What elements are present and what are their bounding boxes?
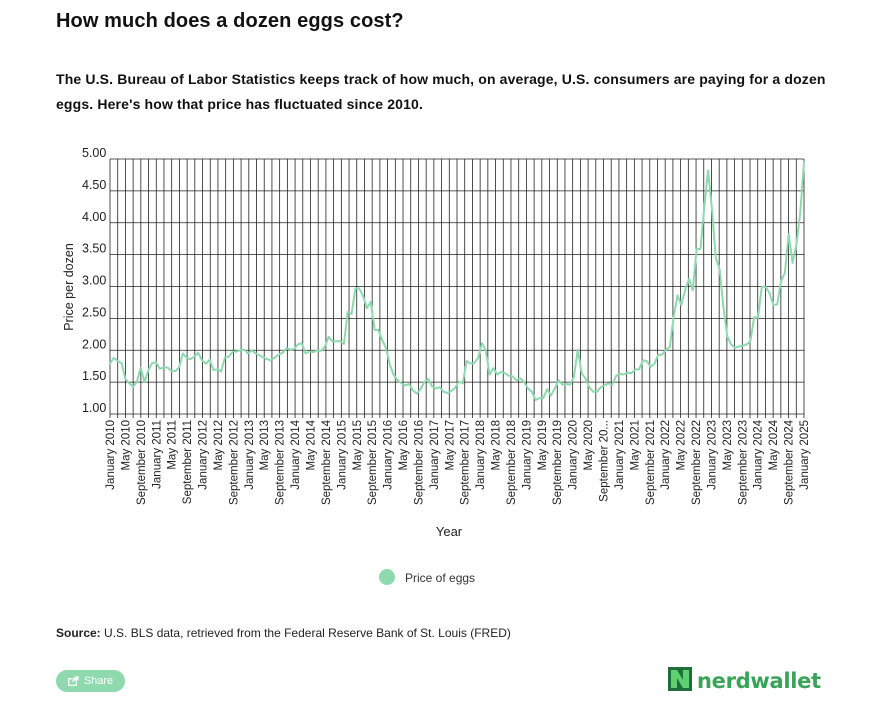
- x-tick-label: May 2013: [259, 420, 271, 471]
- x-tick-label: January 2023: [706, 420, 718, 490]
- y-tick-label: 3.00: [82, 274, 106, 288]
- x-tick-label: September 2023: [737, 420, 749, 505]
- x-tick-label: January 2020: [568, 420, 580, 490]
- x-tick-label: September 2010: [136, 420, 148, 505]
- x-tick-label: January 2022: [660, 420, 672, 490]
- y-tick-label: 4.50: [82, 178, 106, 192]
- series-line-price-of-eggs: [109, 161, 805, 401]
- legend-label[interactable]: Price of eggs: [405, 571, 475, 585]
- x-tick-label: September 2024: [784, 419, 796, 505]
- x-axis-label: Year: [436, 524, 463, 539]
- x-tick-label: May 2021: [629, 420, 641, 471]
- y-tick-label: 3.50: [82, 242, 106, 256]
- chart-description: The U.S. Bureau of Labor Statistics keep…: [56, 71, 826, 112]
- legend-marker[interactable]: [379, 569, 395, 585]
- y-tick-label: 4.00: [82, 210, 106, 224]
- x-tick-label: January 2013: [244, 420, 256, 490]
- source-label: Source:: [56, 626, 101, 640]
- x-tick-label: September 2021: [645, 420, 657, 505]
- share-icon: [67, 676, 79, 686]
- chart-grid: [109, 158, 805, 418]
- x-tick-label: January 2016: [383, 420, 395, 490]
- x-tick-label: September 2022: [691, 420, 703, 505]
- x-tick-label: January 2012: [198, 420, 210, 490]
- x-tick-label: September 2016: [413, 420, 425, 505]
- x-tick-label: September 2017: [460, 420, 472, 505]
- x-tick-label: January 2010: [105, 420, 117, 490]
- nerdwallet-mark-icon: [668, 666, 692, 696]
- x-tick-label: September 2014: [321, 419, 333, 505]
- nerdwallet-logo[interactable]: nerdwallet: [668, 666, 821, 696]
- x-tick-label: May 2018: [491, 420, 503, 471]
- source-text: U.S. BLS data, retrieved from the Federa…: [100, 626, 511, 640]
- chart-legend[interactable]: Price of eggs: [379, 569, 475, 585]
- x-tick-label: May 2016: [398, 420, 410, 471]
- share-button[interactable]: Share: [56, 670, 125, 692]
- y-tick-label: 2.00: [82, 337, 106, 351]
- y-axis-label: Price per dozen: [62, 243, 76, 331]
- price-chart: 1.00 1.50 2.00 2.50 3.00 3.50 4.00 4.50 5.00 Jan…: [62, 146, 811, 585]
- x-tick-label: September 2018: [506, 420, 518, 505]
- x-tick-label: January 2018: [475, 420, 487, 490]
- x-tick-label: January 2014: [290, 419, 302, 489]
- x-tick-label: January 2015: [336, 420, 348, 490]
- x-tick-label: May 2012: [213, 420, 225, 471]
- x-tick-label: September 2015: [367, 420, 379, 505]
- x-tick-label: January 2025: [799, 420, 811, 490]
- page-title: How much does a dozen eggs cost?: [56, 10, 404, 32]
- x-tick-label: May 2017: [444, 420, 456, 471]
- x-tick-label: May 2024: [768, 419, 780, 470]
- y-axis-ticks: 1.00 1.50 2.00 2.50 3.00 3.50 4.00 4.50 5.00: [82, 146, 106, 415]
- share-label: Share: [83, 675, 114, 687]
- x-tick-label: May 2020: [583, 420, 595, 471]
- y-tick-label: 1.00: [82, 401, 106, 415]
- source-note: Source: U.S. BLS data, retrieved from th…: [56, 626, 511, 640]
- x-axis-ticks: January 2010 May 2010 September 2010 Januar…: [105, 419, 811, 505]
- x-tick-label: January 2017: [429, 420, 441, 490]
- x-tick-label: September 2012: [228, 420, 240, 505]
- x-tick-label: May 2022: [676, 420, 688, 471]
- y-tick-label: 1.50: [82, 369, 106, 383]
- x-tick-label: September 2011: [182, 420, 194, 504]
- x-tick-label: May 2023: [722, 420, 734, 471]
- x-tick-label: May 2011: [167, 420, 179, 470]
- x-tick-label: September 20...: [599, 420, 611, 502]
- x-tick-label: January 2024: [753, 419, 765, 489]
- x-tick-label: May 2019: [537, 420, 549, 471]
- y-tick-label: 5.00: [82, 146, 106, 160]
- y-tick-label: 2.50: [82, 305, 106, 319]
- x-tick-label: May 2015: [352, 420, 364, 471]
- x-tick-label: September 2013: [275, 420, 287, 505]
- brand-name: nerdwallet: [697, 669, 821, 693]
- x-tick-label: January 2019: [521, 420, 533, 490]
- x-tick-label: January 2021: [614, 420, 626, 490]
- x-tick-label: January 2011: [151, 420, 163, 489]
- x-tick-label: May 2010: [120, 420, 132, 471]
- x-tick-label: May 2014: [305, 419, 317, 470]
- x-tick-label: September 2019: [552, 420, 564, 505]
